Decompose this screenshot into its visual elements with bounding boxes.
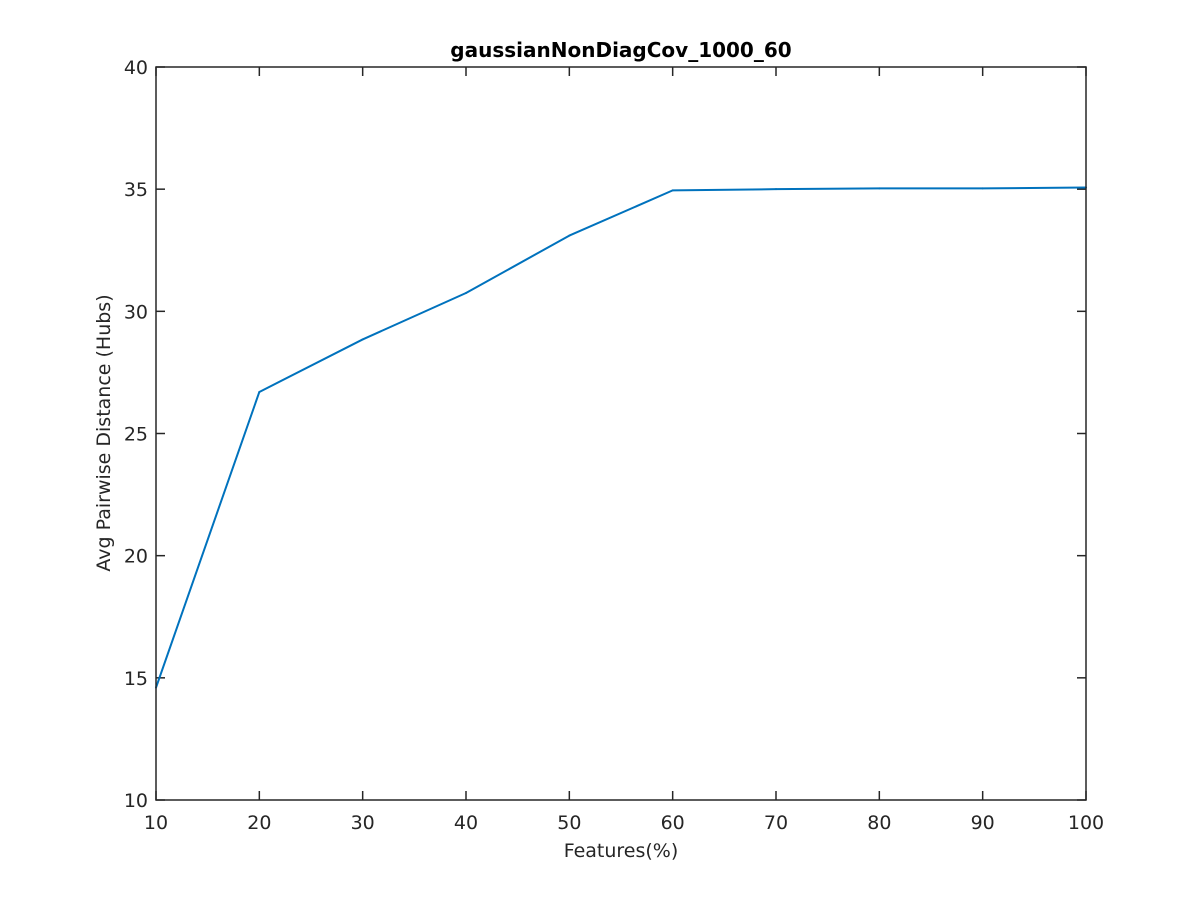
data-point	[465, 292, 467, 295]
tick-labels-layer: 10 20 30 40 50 60 70 80 90 100 10 15 20 25 30 35 40	[124, 57, 1104, 834]
data-point	[568, 234, 571, 237]
axes-box	[155, 66, 1087, 801]
x-tick-label: 90	[971, 812, 995, 834]
y-axis-label: Avg Pairwise Distance (Hubs)	[93, 294, 115, 571]
plot-area	[156, 67, 1086, 800]
y-tick-label: 30	[124, 301, 148, 323]
data-point	[981, 187, 984, 190]
data-point	[671, 189, 674, 192]
data-point	[775, 188, 777, 191]
series-line-0	[155, 186, 1087, 688]
x-tick-label: 40	[454, 812, 478, 834]
y-tick-label: 15	[124, 668, 148, 690]
x-tick-label: 30	[351, 812, 375, 834]
x-tick-label: 100	[1068, 812, 1104, 834]
x-tick-label: 70	[764, 812, 788, 834]
x-axis-label: Features(%)	[564, 840, 679, 862]
chart-title: gaussianNonDiagCov_1000_60	[450, 38, 791, 62]
x-tick-label: 80	[867, 812, 891, 834]
y-tick-label: 35	[124, 179, 148, 201]
data-point	[258, 390, 261, 393]
y-tick-label: 40	[124, 57, 148, 79]
x-tick-label: 60	[661, 812, 685, 834]
data-point	[361, 338, 364, 341]
x-tick-label: 50	[557, 812, 581, 834]
y-tick-label: 25	[124, 424, 148, 446]
y-tick-label: 20	[124, 546, 148, 568]
x-tick-label: 20	[247, 812, 271, 834]
ticks-layer	[155, 66, 1087, 801]
data-point	[878, 187, 881, 190]
x-tick-label: 10	[144, 812, 168, 834]
y-tick-label: 10	[124, 790, 148, 812]
